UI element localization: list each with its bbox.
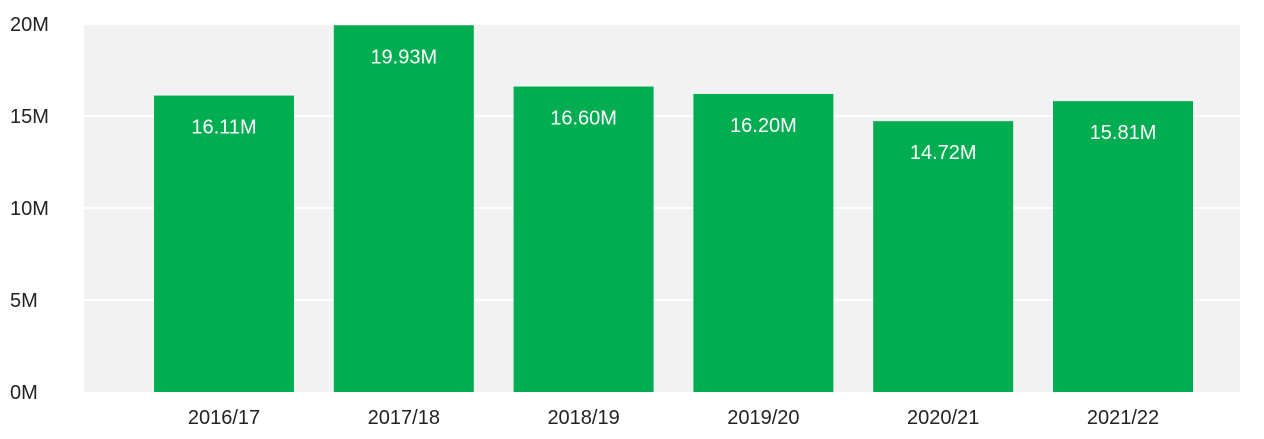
- y-tick-label: 0M: [10, 382, 38, 404]
- data-label: 16.60M: [550, 108, 617, 130]
- x-tick-label: 2017/18: [368, 407, 440, 429]
- data-label: 15.81M: [1090, 122, 1157, 144]
- x-tick-label: 2018/19: [547, 407, 619, 429]
- data-label: 19.93M: [370, 46, 437, 68]
- bar: [693, 93, 834, 393]
- bar: [154, 95, 294, 393]
- bar: [333, 25, 474, 393]
- x-tick-label: 2021/22: [1087, 407, 1159, 429]
- y-tick-label: 15M: [10, 106, 49, 128]
- bars: 16.11M 19.93M 16.60M 16.20M 14.72M 15.81M: [154, 25, 1193, 393]
- bar: [513, 86, 654, 392]
- y-tick-label: 10M: [10, 198, 49, 220]
- y-tick-label: 5M: [10, 290, 38, 312]
- y-axis: 0M 5M 10M 15M 20M: [10, 14, 49, 404]
- data-label: 16.11M: [191, 117, 256, 139]
- y-tick-label: 20M: [10, 14, 49, 36]
- x-tick-label: 2016/17: [188, 407, 260, 429]
- data-label: 16.20M: [730, 115, 797, 137]
- data-label: 14.72M: [910, 142, 977, 164]
- x-tick-label: 2020/21: [907, 407, 979, 429]
- bar: [873, 121, 1014, 392]
- x-tick-label: 2019/20: [727, 407, 799, 429]
- x-axis: 2016/17 2017/18 2018/19 2019/20 2020/21 2021/…: [188, 407, 1159, 429]
- bar: [1053, 101, 1193, 392]
